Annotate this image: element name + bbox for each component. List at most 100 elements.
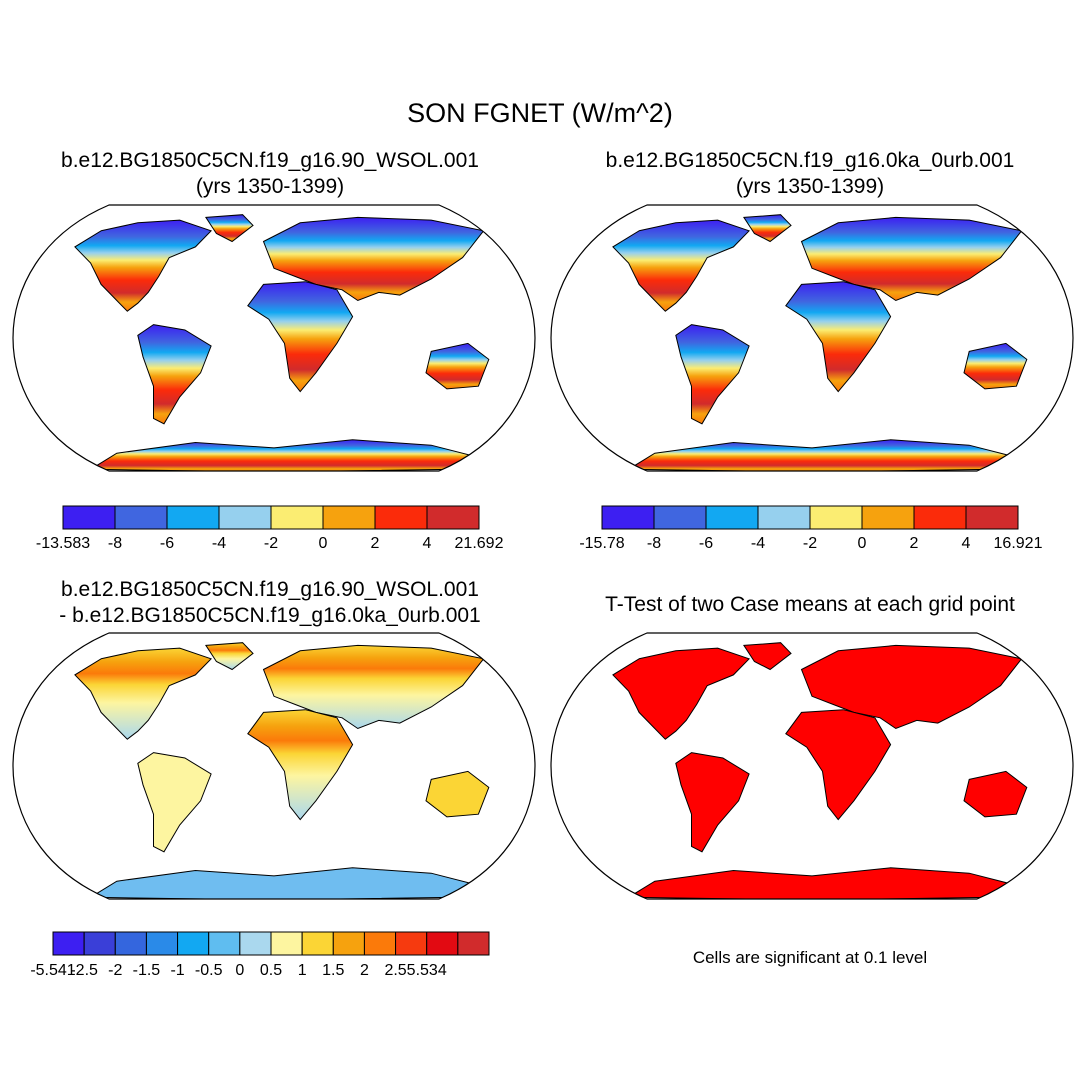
colorbar-box [965, 505, 1019, 530]
land-australia [963, 770, 1028, 818]
land-africa [247, 281, 354, 393]
panel-1-title: b.e12.BG1850C5CN.f19_g16.90_WSOL.001 (yr… [0, 148, 540, 200]
land-eurasia [262, 216, 485, 302]
colorbar-tick-label: 21.692 [454, 535, 504, 552]
land-eurasia [262, 644, 485, 730]
colorbar-box [62, 505, 116, 530]
colorbar-box [757, 505, 811, 530]
colorbar-box [601, 505, 655, 530]
colorbar-tick-label: 4 [961, 535, 971, 552]
land-greenland [205, 642, 254, 671]
colorbar-box [52, 931, 85, 956]
panel-3-title-line1: b.e12.BG1850C5CN.f19_g16.90_WSOL.001 [61, 578, 479, 601]
colorbar-box [426, 505, 480, 530]
panel-2-title-line1: b.e12.BG1850C5CN.f19_g16.0ka_0urb.001 [605, 149, 1015, 172]
land-south-america [675, 324, 750, 425]
significance-note: Cells are significant at 0.1 level [692, 948, 928, 967]
panel-1-title-line2: (yrs 1350-1399) [195, 175, 345, 198]
colorbar-tick-label: -4 [750, 535, 766, 552]
panel-4-title-line1: T-Test of two Case means at each grid po… [605, 593, 1015, 616]
colorbar-tick-label: 0 [235, 962, 245, 979]
land-australia [425, 342, 490, 390]
land-africa [785, 281, 892, 393]
land-north-america [74, 219, 213, 312]
land-australia [425, 770, 490, 818]
colorbar-box [322, 505, 376, 530]
colorbar-box [166, 505, 220, 530]
land-north-america [612, 647, 751, 740]
colorbar-box [114, 505, 168, 530]
land-south-america [137, 752, 212, 853]
panel-4-title: T-Test of two Case means at each grid po… [540, 592, 1080, 618]
colorbar-tick-label: -8 [646, 535, 662, 552]
panel-1-colorbar [62, 505, 480, 530]
colorbar-box [861, 505, 915, 530]
colorbar-tick-label: -8 [107, 535, 123, 552]
colorbar-box [913, 505, 967, 530]
land-greenland [743, 642, 792, 671]
colorbar-tick-label: 1 [297, 962, 307, 979]
panel-1-map [12, 204, 536, 472]
colorbar-box [809, 505, 863, 530]
panel-2-title-line2: (yrs 1350-1399) [735, 175, 885, 198]
land-australia [963, 342, 1028, 390]
panel-1-title-line1: b.e12.BG1850C5CN.f19_g16.90_WSOL.001 [61, 149, 479, 172]
colorbar-tick-label: -5.541 [30, 962, 76, 979]
colorbar-box [395, 931, 428, 956]
panel-2-title: b.e12.BG1850C5CN.f19_g16.0ka_0urb.001 (y… [540, 148, 1080, 200]
colorbar-tick-label: -1.5 [132, 962, 161, 979]
colorbar-tick-label: -6 [159, 535, 175, 552]
colorbar-box [270, 931, 303, 956]
colorbar-tick-label: -15.78 [579, 535, 625, 552]
colorbar-box [426, 931, 459, 956]
panel-4-map [550, 632, 1074, 900]
colorbar-tick-label: -2.5 [70, 962, 98, 979]
panel-2-colorbar [601, 505, 1019, 530]
colorbar-tick-label: 0 [857, 535, 867, 552]
colorbar-tick-label: -2 [263, 535, 279, 552]
figure-title: SON FGNET (W/m^2) [407, 98, 673, 128]
panel-1-colorbar-labels: -13.583 -8 -6 -4 -2 0 2 4 21.692 [36, 535, 504, 555]
panel-3-map [12, 632, 536, 900]
panel-2-map [550, 204, 1074, 472]
panel-3-title: b.e12.BG1850C5CN.f19_g16.90_WSOL.001 - b… [0, 577, 540, 629]
colorbar-box [363, 931, 397, 956]
land-south-america [137, 324, 212, 425]
colorbar-tick-label: 1.5 [322, 962, 345, 979]
colorbar-box [653, 505, 707, 530]
colorbar-box [218, 505, 272, 530]
panel-2-colorbar-labels: -15.78 -8 -6 -4 -2 0 2 4 16.921 [579, 535, 1042, 555]
panel-3-title-line2: - b.e12.BG1850C5CN.f19_g16.0ka_0urb.001 [59, 604, 481, 627]
colorbar-tick-label: 16.921 [993, 535, 1043, 552]
colorbar-box [239, 931, 272, 956]
colorbar-box [301, 931, 334, 956]
colorbar-box [114, 931, 147, 956]
colorbar-box [332, 931, 365, 956]
colorbar-box [374, 505, 428, 530]
land-eurasia [800, 644, 1023, 730]
colorbar-box [457, 931, 490, 956]
land-africa [785, 709, 892, 821]
colorbar-box [705, 505, 759, 530]
colorbar-box [208, 931, 241, 956]
map-border [550, 632, 1074, 900]
colorbar-tick-label: 4 [422, 535, 432, 552]
map-border [550, 204, 1074, 472]
colorbar-tick-label: 0 [318, 535, 328, 552]
land-north-america [612, 219, 751, 312]
land-greenland [743, 214, 792, 243]
map-border [12, 632, 536, 900]
panel-3-colorbar-labels: -5.541 -2.5 -2 -1.5 -1 -0.5 0 0.5 1 1.5 2 2.5 5.534 [30, 962, 490, 982]
colorbar-tick-label: -2 [802, 535, 818, 552]
colorbar-box [83, 931, 116, 956]
colorbar-tick-label: -4 [211, 535, 227, 552]
colorbar-tick-label: 2.5 [384, 962, 407, 979]
colorbar-tick-label: -0.5 [194, 962, 223, 979]
land-greenland [205, 214, 254, 243]
colorbar-box [177, 931, 210, 956]
colorbar-tick-label: -2 [108, 962, 123, 979]
map-border [12, 204, 536, 472]
colorbar-tick-label: -1 [170, 962, 185, 979]
colorbar-tick-label: 2 [370, 535, 380, 552]
land-north-america [74, 647, 213, 740]
